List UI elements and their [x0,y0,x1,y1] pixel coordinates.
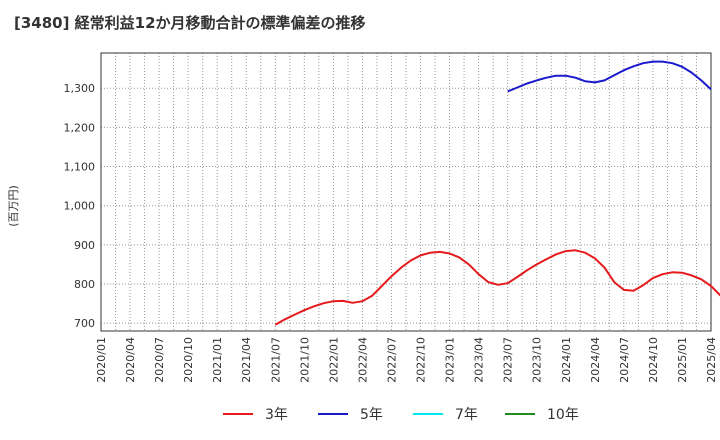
legend-label: 10年 [547,407,579,423]
x-tick-label: 2022/10 [415,337,428,383]
x-tick-label: 2024/01 [560,337,573,383]
y-tick-label: 1,300 [64,82,96,95]
x-tick-label: 2023/07 [502,337,515,383]
x-tick-label: 2022/01 [327,337,340,383]
y-axis-label: (百万円) [7,185,20,227]
legend-label: 3年 [265,407,288,423]
x-tick-label: 2020/01 [95,337,108,383]
x-tick-label: 2022/04 [356,337,369,383]
y-tick-label: 800 [74,278,95,291]
legend-label: 5年 [360,407,383,423]
y-tick-label: 700 [74,317,95,330]
series-line-5年 [507,60,712,93]
plot-border [100,52,712,332]
x-tick-label: 2020/07 [153,337,166,383]
x-tick-label: 2025/01 [676,337,689,383]
x-tick-label: 2021/04 [240,337,253,383]
chart-title: [3480] 経常利益12か月移動合計の標準偏差の推移 [14,14,366,32]
x-tick-label: 2023/04 [473,337,486,383]
x-tick-label: 2022/07 [385,337,398,383]
x-tick-label: 2021/10 [298,337,311,383]
y-tick-label: 1,200 [64,121,96,134]
y-tick-label: 1,000 [64,200,96,213]
x-tick-label: 2025/04 [705,337,718,383]
x-tick-label: 2024/04 [589,337,602,383]
x-tick-label: 2023/10 [531,337,544,383]
x-tick-label: 2021/07 [269,337,282,383]
x-tick-label: 2024/07 [618,337,631,383]
series-line-3年 [274,249,720,326]
y-tick-label: 1,100 [64,161,96,174]
x-tick-label: 2020/04 [124,337,137,383]
x-tick-label: 2024/10 [647,337,660,383]
y-tick-label: 900 [74,239,95,252]
x-tick-label: 2021/01 [211,337,224,383]
legend-label: 7年 [455,407,478,423]
x-tick-label: 2023/01 [444,337,457,383]
x-tick-label: 2020/10 [182,337,195,383]
